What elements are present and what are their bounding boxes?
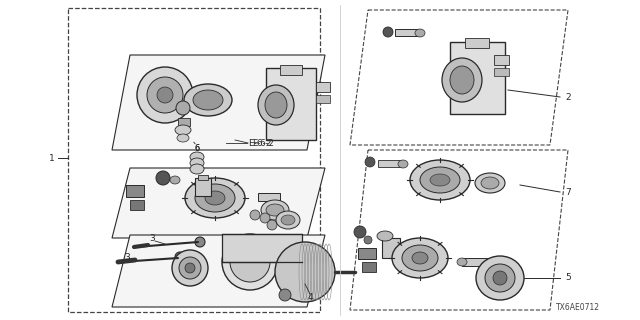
Bar <box>395 29 420 36</box>
Bar <box>462 258 487 266</box>
Bar <box>198 175 208 180</box>
Text: 6: 6 <box>195 143 200 153</box>
Bar <box>362 262 376 272</box>
Ellipse shape <box>190 158 204 168</box>
Ellipse shape <box>267 220 277 230</box>
Text: 3: 3 <box>149 234 155 243</box>
Ellipse shape <box>383 27 393 37</box>
Bar <box>465 38 489 48</box>
Ellipse shape <box>450 66 474 94</box>
Bar <box>382 238 400 258</box>
Ellipse shape <box>485 264 515 292</box>
Ellipse shape <box>493 271 507 285</box>
Text: 4: 4 <box>307 292 313 301</box>
Ellipse shape <box>398 160 408 168</box>
Ellipse shape <box>195 237 205 247</box>
Ellipse shape <box>222 234 278 290</box>
Text: 6: 6 <box>195 143 200 153</box>
Ellipse shape <box>275 242 335 302</box>
Bar <box>378 160 403 167</box>
Text: E-6-2: E-6-2 <box>252 139 274 148</box>
Ellipse shape <box>377 231 393 241</box>
Ellipse shape <box>420 167 460 193</box>
Ellipse shape <box>179 257 201 279</box>
Bar <box>494 55 509 65</box>
Ellipse shape <box>265 92 287 118</box>
Ellipse shape <box>185 263 195 273</box>
Ellipse shape <box>365 157 375 167</box>
Bar <box>450 42 505 114</box>
Polygon shape <box>112 168 325 238</box>
Ellipse shape <box>170 176 180 184</box>
Ellipse shape <box>430 174 450 186</box>
Ellipse shape <box>184 84 232 116</box>
Bar <box>195 178 211 196</box>
Text: 1: 1 <box>49 154 55 163</box>
Ellipse shape <box>261 200 289 220</box>
Polygon shape <box>112 55 325 150</box>
Ellipse shape <box>442 58 482 102</box>
Ellipse shape <box>276 211 300 229</box>
Polygon shape <box>112 235 325 307</box>
Ellipse shape <box>415 29 425 37</box>
Bar <box>358 248 376 259</box>
Ellipse shape <box>279 289 291 301</box>
Ellipse shape <box>402 245 438 271</box>
Bar <box>222 234 302 262</box>
Bar <box>280 65 302 75</box>
Ellipse shape <box>481 177 499 189</box>
Ellipse shape <box>354 226 366 238</box>
Ellipse shape <box>195 184 235 212</box>
Bar <box>126 185 144 197</box>
Bar <box>316 82 330 92</box>
Ellipse shape <box>175 125 191 135</box>
Ellipse shape <box>177 134 189 142</box>
Ellipse shape <box>260 213 270 223</box>
Ellipse shape <box>190 164 204 174</box>
Ellipse shape <box>281 215 295 225</box>
Bar <box>178 118 190 126</box>
Ellipse shape <box>250 210 260 220</box>
Ellipse shape <box>157 87 173 103</box>
Ellipse shape <box>137 67 193 123</box>
Bar <box>494 68 509 76</box>
Ellipse shape <box>410 160 470 200</box>
Ellipse shape <box>172 250 208 286</box>
Bar <box>130 200 144 210</box>
Ellipse shape <box>475 173 505 193</box>
Ellipse shape <box>205 191 225 205</box>
Ellipse shape <box>147 77 183 113</box>
Ellipse shape <box>193 90 223 110</box>
Text: 2: 2 <box>565 92 571 101</box>
Text: 5: 5 <box>565 274 571 283</box>
Bar <box>258 193 280 201</box>
Ellipse shape <box>185 178 245 218</box>
Ellipse shape <box>175 252 185 262</box>
Ellipse shape <box>392 238 448 278</box>
Ellipse shape <box>156 171 170 185</box>
Ellipse shape <box>266 204 284 216</box>
Ellipse shape <box>476 256 524 300</box>
Ellipse shape <box>258 85 294 125</box>
Text: 7: 7 <box>565 188 571 196</box>
Ellipse shape <box>457 258 467 266</box>
Ellipse shape <box>364 236 372 244</box>
Ellipse shape <box>176 101 190 115</box>
Bar <box>316 95 330 103</box>
Text: E-6-2: E-6-2 <box>248 139 271 148</box>
Ellipse shape <box>230 242 270 282</box>
Text: TX6AE0712: TX6AE0712 <box>556 303 600 312</box>
Ellipse shape <box>412 252 428 264</box>
Bar <box>266 68 316 140</box>
Ellipse shape <box>190 152 204 162</box>
Text: 3: 3 <box>124 253 130 262</box>
